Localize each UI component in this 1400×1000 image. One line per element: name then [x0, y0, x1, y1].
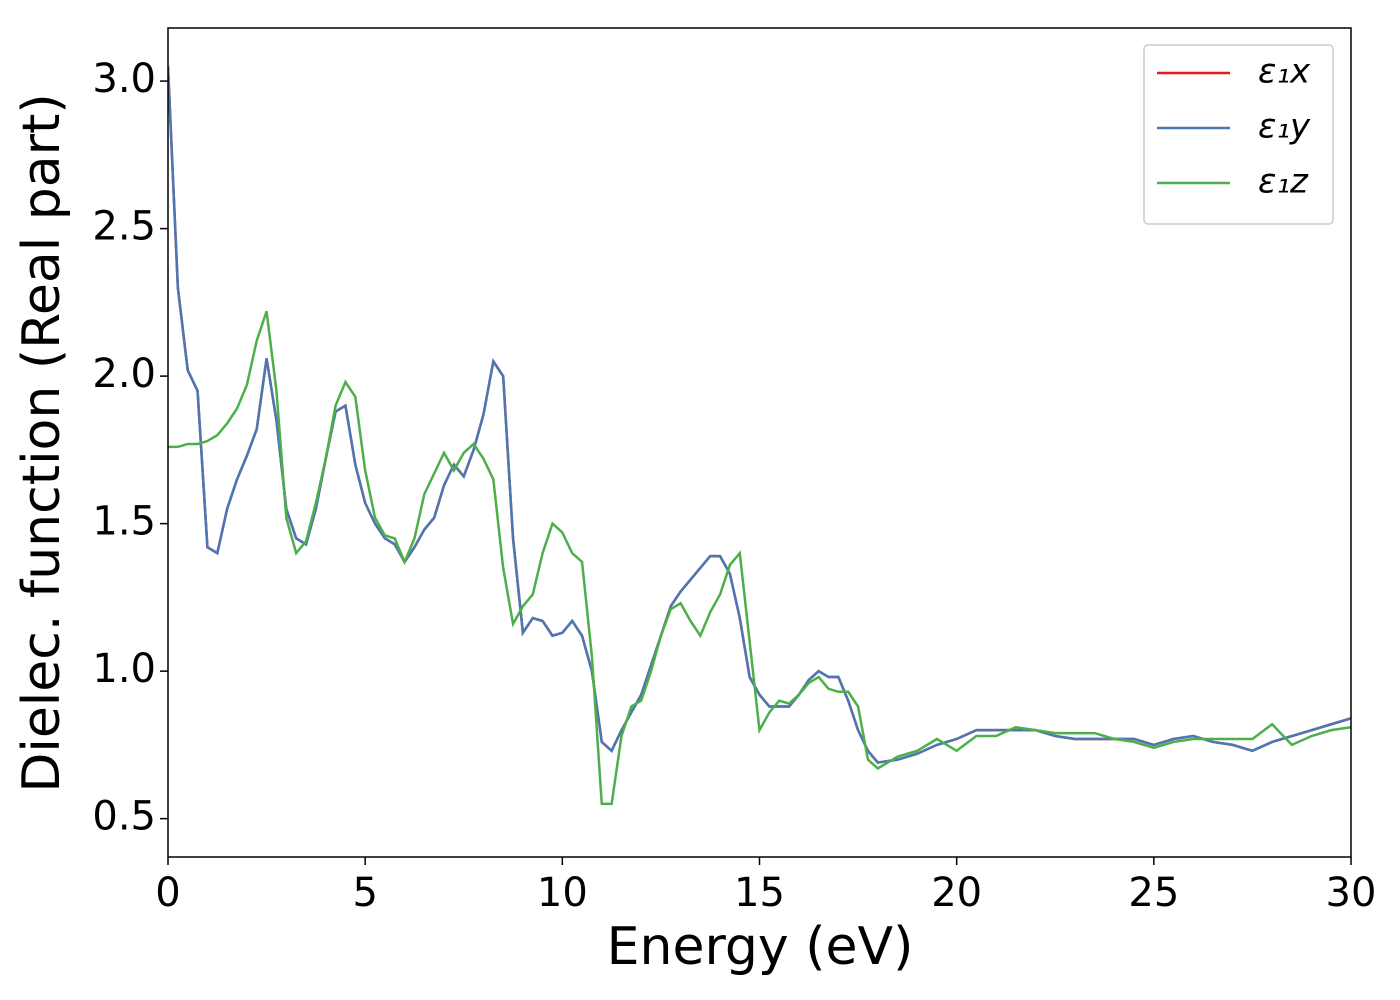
y-tick-label: 2.0	[92, 351, 156, 397]
y-tick-label: 3.0	[92, 56, 156, 102]
x-tick-label: 5	[352, 870, 377, 916]
legend-box	[1143, 44, 1334, 225]
x-tick-label: 30	[1326, 870, 1377, 916]
legend-label: ε₁x	[1258, 52, 1311, 92]
legend-label: ε₁z	[1258, 162, 1309, 202]
y-axis-label: Dielec. function (Real part)	[12, 93, 72, 792]
x-tick-label: 25	[1128, 870, 1179, 916]
y-tick-label: 0.5	[92, 794, 156, 840]
series-line	[168, 310, 1351, 806]
x-tick-label: 0	[155, 870, 180, 916]
legend-label: ε₁y	[1258, 107, 1311, 147]
x-tick-label: 10	[537, 870, 588, 916]
y-tick-label: 2.5	[92, 204, 156, 250]
x-axis-label: Energy (eV)	[607, 917, 914, 977]
x-tick-label: 20	[931, 870, 982, 916]
plot-frame	[167, 27, 1352, 858]
y-tick-label: 1.0	[92, 646, 156, 692]
y-tick-label: 1.5	[92, 499, 156, 545]
x-tick-label: 15	[734, 870, 785, 916]
